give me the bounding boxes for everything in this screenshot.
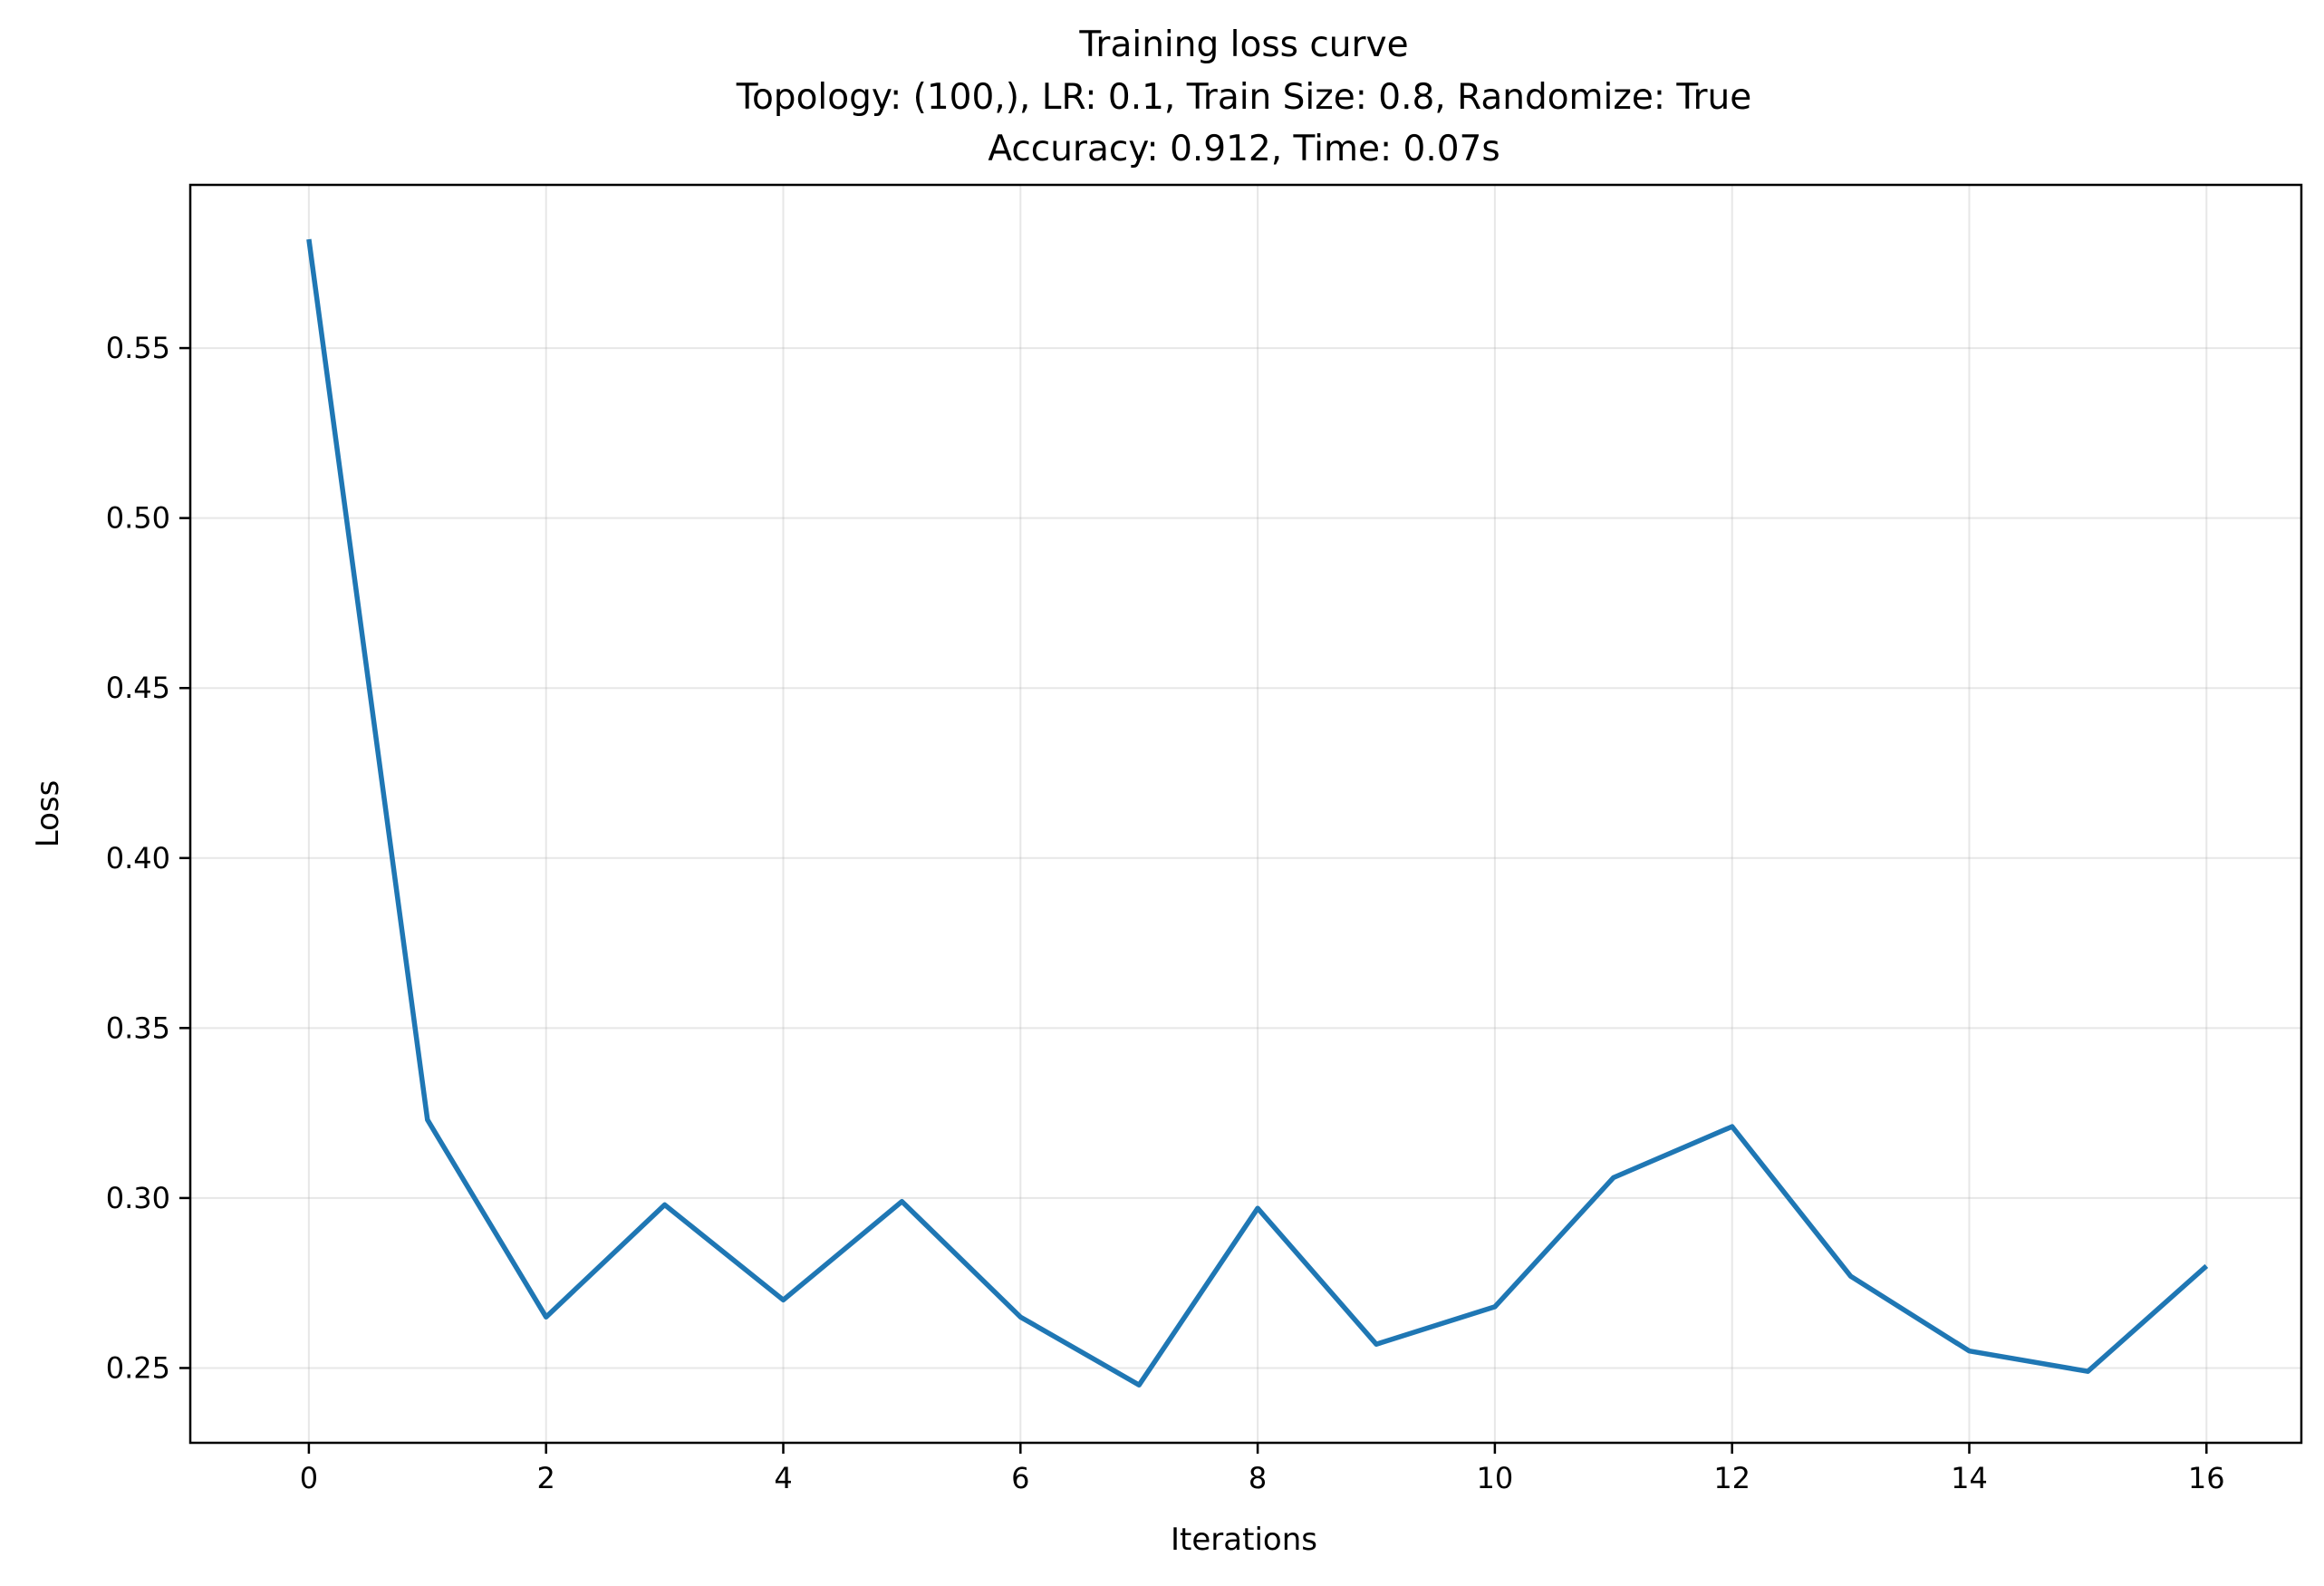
- chart-subtitle-line-1: Topology: (100,), LR: 0.1, Train Size: 0…: [736, 77, 1751, 118]
- grid: [190, 185, 2301, 1443]
- y-tick-label: 0.55: [106, 331, 170, 365]
- axis-ticks: 0 2 4 6 8 10 12 14 16 0.25 0.30 0.35 0.40 0.45 0.50 0.5…: [106, 331, 2225, 1495]
- y-tick-label: 0.30: [106, 1181, 170, 1215]
- y-axis-label: Loss: [30, 780, 66, 848]
- plot-frame: [188, 183, 2303, 1445]
- x-tick-label: 8: [1249, 1461, 1267, 1495]
- chart-title: Training loss curve: [1078, 24, 1408, 65]
- x-axis-label: Iterations: [1171, 1522, 1317, 1558]
- x-tick-label: 2: [537, 1461, 555, 1495]
- y-tick-label: 0.40: [106, 841, 170, 875]
- x-tick-label: 12: [1713, 1461, 1750, 1495]
- y-tick-label: 0.35: [106, 1011, 170, 1045]
- x-tick-label: 10: [1477, 1461, 1514, 1495]
- y-tick-label: 0.45: [106, 671, 170, 705]
- series-layer: [306, 238, 2209, 1388]
- x-tick-label: 6: [1011, 1461, 1029, 1495]
- y-tick-label: 0.25: [106, 1350, 170, 1385]
- y-tick-label: 0.50: [106, 501, 170, 536]
- x-tick-label: 14: [1951, 1461, 1988, 1495]
- x-tick-label: 16: [2188, 1461, 2225, 1495]
- chart-subtitle-line-2: Accuracy: 0.912, Time: 0.07s: [988, 129, 1500, 169]
- x-tick-label: 4: [774, 1461, 792, 1495]
- x-tick-label: 0: [300, 1461, 318, 1495]
- loss-series-line: [306, 238, 2209, 1388]
